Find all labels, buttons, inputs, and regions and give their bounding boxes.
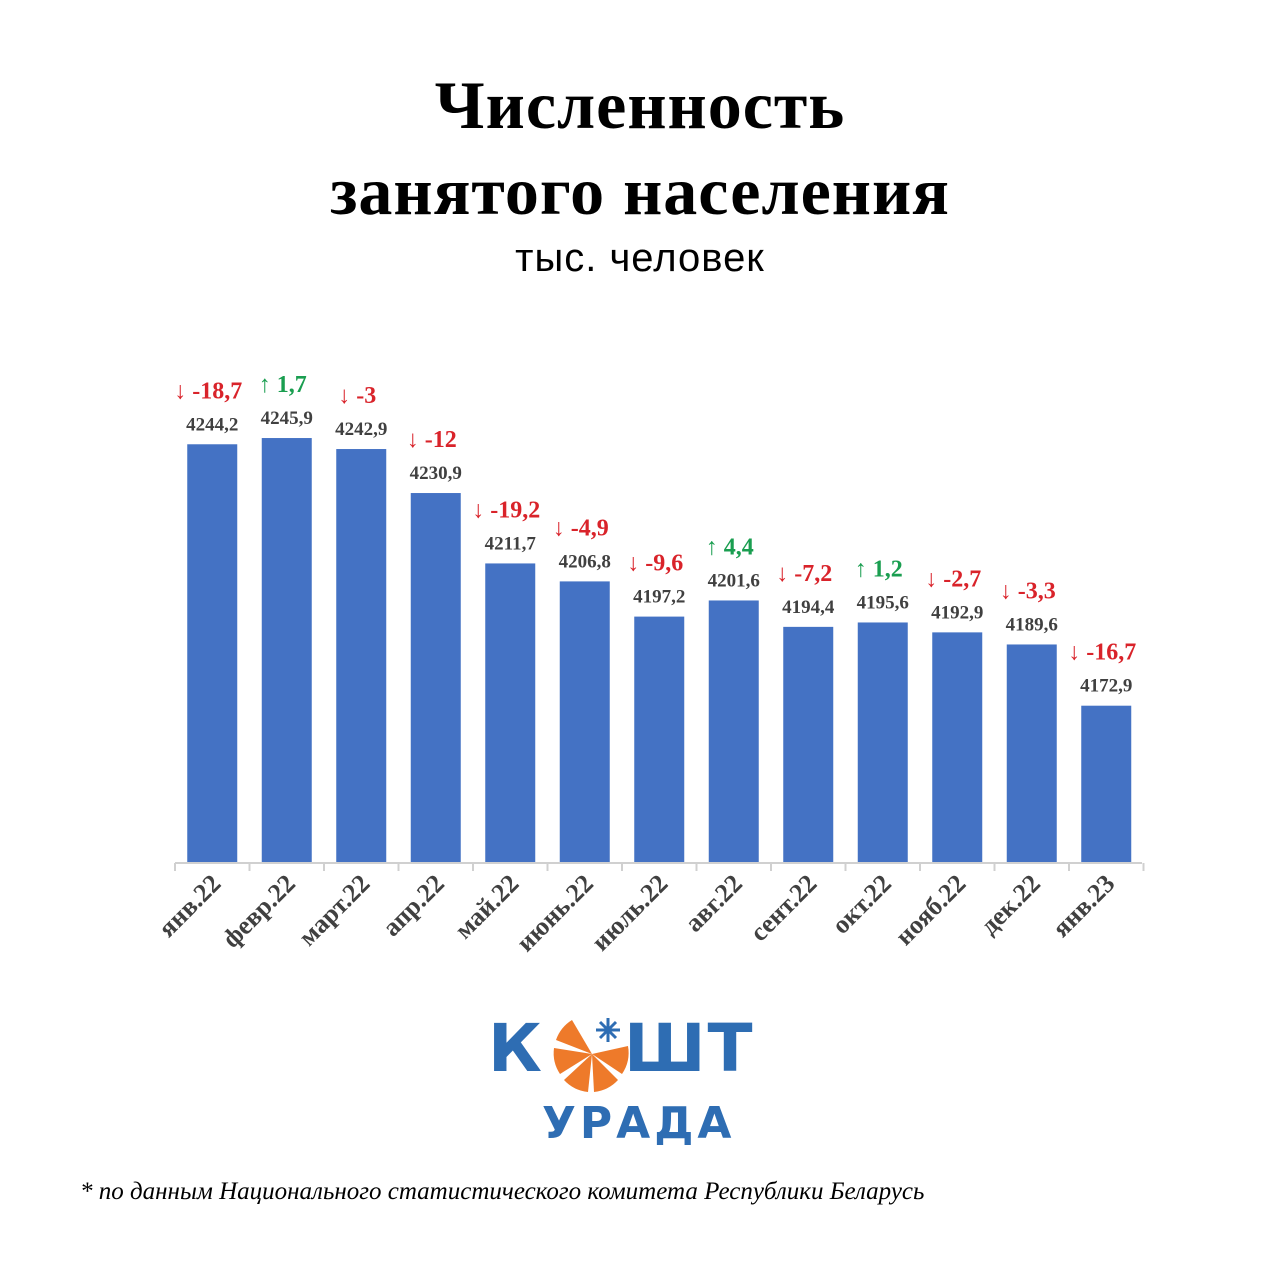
value-label: 4192,9 bbox=[931, 602, 983, 623]
category-label: февр.22 bbox=[216, 869, 301, 954]
change-label: ↑ 1,2 bbox=[855, 556, 903, 582]
change-label: ↓ -2,7 bbox=[925, 566, 981, 592]
orange-wheel-snowflake-icon bbox=[553, 1018, 629, 1092]
value-label: 4194,4 bbox=[782, 597, 835, 618]
bar bbox=[634, 616, 685, 863]
category-label: июль.22 bbox=[586, 869, 674, 957]
change-label: ↓ -9,6 bbox=[627, 551, 683, 577]
change-label: ↓ -4,9 bbox=[553, 515, 609, 541]
logo-word-right: ШТ bbox=[623, 1010, 755, 1087]
change-label: ↑ 4,4 bbox=[706, 534, 754, 560]
bar bbox=[1006, 644, 1057, 863]
category-label: янв.23 bbox=[1047, 869, 1121, 943]
category-label: сент.22 bbox=[744, 869, 822, 947]
value-label: 4211,7 bbox=[485, 533, 537, 554]
category-label: апр.22 bbox=[377, 869, 450, 942]
change-label: ↑ 1,7 bbox=[259, 372, 307, 398]
page-subtitle: тыс. человек bbox=[515, 236, 765, 280]
value-label: 4172,9 bbox=[1080, 676, 1132, 697]
logo-subtitle: УРАДА bbox=[542, 1098, 736, 1149]
change-label: ↓ -16,7 bbox=[1068, 640, 1136, 666]
category-label: дек.22 bbox=[974, 869, 1046, 941]
category-label: нояб.22 bbox=[889, 869, 971, 951]
value-label: 4242,9 bbox=[335, 419, 387, 440]
bar bbox=[336, 449, 387, 863]
change-label: ↓ -12 bbox=[407, 427, 457, 453]
change-label: ↓ -19,2 bbox=[472, 497, 540, 523]
logo: К ШТ УРАДА bbox=[470, 1010, 810, 1160]
bar bbox=[857, 622, 908, 863]
bar bbox=[559, 581, 610, 863]
category-label: июнь.22 bbox=[511, 869, 599, 957]
bar bbox=[410, 493, 461, 863]
bar bbox=[1081, 705, 1132, 863]
category-label: авг.22 bbox=[679, 869, 748, 938]
page-title: Численность bbox=[434, 67, 846, 143]
value-label: 4230,9 bbox=[410, 463, 462, 484]
value-label: 4189,6 bbox=[1006, 614, 1058, 635]
value-label: 4201,6 bbox=[708, 570, 760, 591]
bar bbox=[708, 600, 759, 863]
source-footnote: * по данным Национального статистическог… bbox=[80, 1178, 925, 1205]
change-label: ↓ -3,3 bbox=[1000, 578, 1056, 604]
bar bbox=[485, 563, 536, 863]
value-label: 4197,2 bbox=[633, 587, 685, 608]
category-label: март.22 bbox=[293, 869, 376, 952]
page-title-line-2: занятого населения bbox=[330, 153, 950, 229]
change-label: ↓ -7,2 bbox=[776, 561, 832, 587]
bar bbox=[187, 444, 238, 863]
value-label: 4245,9 bbox=[261, 408, 313, 429]
logo-wordmark: К ШТ bbox=[488, 1010, 755, 1087]
change-label: ↓ -3 bbox=[338, 383, 376, 409]
category-label: окт.22 bbox=[826, 869, 897, 940]
bar bbox=[261, 438, 312, 863]
value-label: 4244,2 bbox=[186, 414, 238, 435]
value-label: 4206,8 bbox=[559, 551, 611, 572]
logo-word-left: К bbox=[488, 1010, 544, 1087]
bar-chart: 4244,2 ↓ -18,7 янв.22 4245,9 ↑ 1,7 февр.22 424… bbox=[153, 372, 1145, 957]
change-label: ↓ -18,7 bbox=[174, 378, 242, 404]
value-label: 4195,6 bbox=[857, 592, 909, 613]
bar bbox=[932, 632, 983, 863]
category-label: янв.22 bbox=[153, 869, 227, 943]
bar bbox=[783, 626, 834, 863]
